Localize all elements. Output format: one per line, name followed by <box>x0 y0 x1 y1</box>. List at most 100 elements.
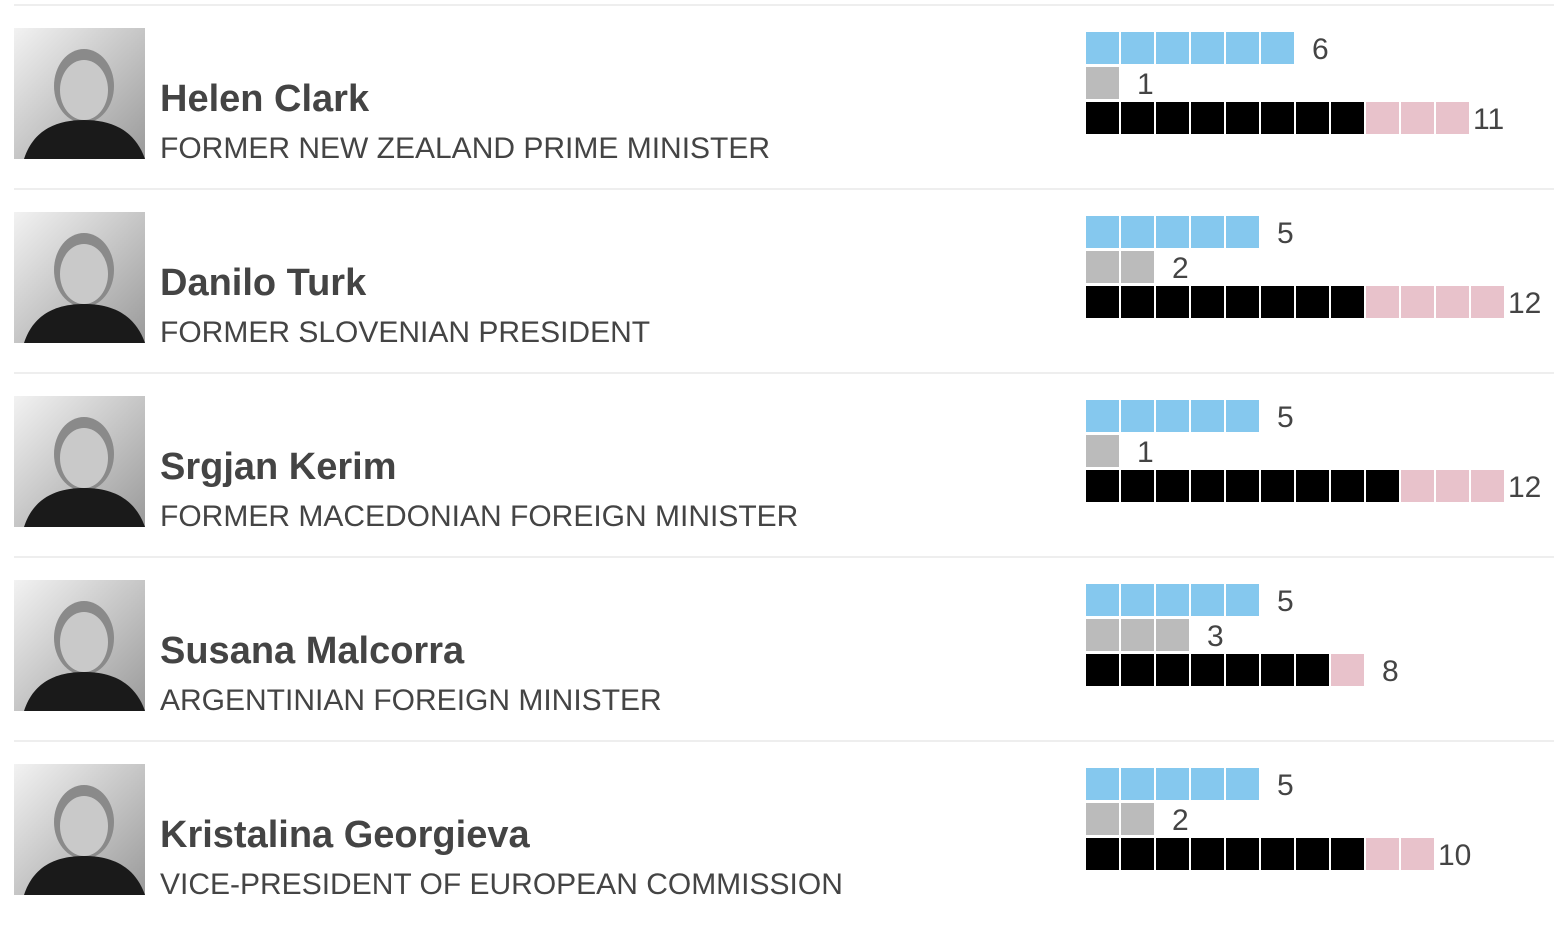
no-opinion-square <box>1086 435 1119 467</box>
candidate-row: Kristalina Georgieva VICE-PRESIDENT OF EU… <box>0 742 1554 926</box>
candidate-row: Susana Malcorra ARGENTINIAN FOREIGN MINIS… <box>0 558 1554 742</box>
discourage-square <box>1121 838 1154 870</box>
row-divider <box>14 4 1554 6</box>
candidate-title: FORMER MACEDONIAN FOREIGN MINISTER <box>160 500 799 533</box>
encourage-square <box>1121 216 1154 248</box>
candidate-title: FORMER SLOVENIAN PRESIDENT <box>160 316 651 349</box>
discourage-square <box>1191 838 1224 870</box>
discourage-square <box>1191 470 1224 502</box>
no-opinion-square <box>1086 619 1119 651</box>
no-opinion-square <box>1121 251 1154 283</box>
candidate-title: FORMER NEW ZEALAND PRIME MINISTER <box>160 132 771 165</box>
discourage-square <box>1156 654 1189 686</box>
no-opinion-square <box>1086 803 1119 835</box>
discourage-extra-square <box>1331 654 1364 686</box>
discourage-square <box>1086 286 1119 318</box>
portrait-photo-icon <box>14 28 145 159</box>
vote-count-label: 5 <box>1277 217 1294 250</box>
no-opinion-square <box>1121 619 1154 651</box>
discourage-extra-square <box>1436 286 1469 318</box>
vote-count-label: 5 <box>1277 769 1294 802</box>
vote-count-label: 2 <box>1172 804 1189 837</box>
encourage-square <box>1191 400 1224 432</box>
discourage-square <box>1261 470 1294 502</box>
row-divider <box>14 188 1554 190</box>
encourage-square <box>1156 400 1189 432</box>
encourage-square <box>1191 32 1224 64</box>
discourage-square <box>1296 286 1329 318</box>
portrait-photo-icon <box>14 764 145 895</box>
candidate-row: Danilo Turk FORMER SLOVENIAN PRESIDENT 5 2 1… <box>0 190 1554 374</box>
encourage-square <box>1156 216 1189 248</box>
vote-count-label: 12 <box>1508 287 1542 320</box>
discourage-square <box>1331 838 1364 870</box>
vote-count-label: 8 <box>1382 655 1399 688</box>
candidate-name: Susana Malcorra <box>160 630 465 672</box>
discourage-extra-square <box>1471 286 1504 318</box>
encourage-square <box>1121 32 1154 64</box>
discourage-square <box>1296 838 1329 870</box>
discourage-square <box>1331 286 1364 318</box>
row-divider <box>14 372 1554 374</box>
candidate-title: ARGENTINIAN FOREIGN MINISTER <box>160 684 662 717</box>
discourage-square <box>1366 470 1399 502</box>
encourage-square <box>1086 216 1119 248</box>
vote-count-label: 6 <box>1312 33 1329 66</box>
encourage-square <box>1086 32 1119 64</box>
vote-count-label: 1 <box>1137 436 1154 469</box>
row-divider <box>14 740 1554 742</box>
portrait-photo-icon <box>14 396 145 527</box>
encourage-square <box>1226 216 1259 248</box>
discourage-square <box>1121 102 1154 134</box>
discourage-square <box>1226 654 1259 686</box>
discourage-extra-square <box>1401 470 1434 502</box>
discourage-square <box>1226 838 1259 870</box>
vote-count-label: 10 <box>1438 839 1472 872</box>
discourage-extra-square <box>1471 470 1504 502</box>
encourage-square <box>1156 768 1189 800</box>
encourage-square <box>1156 584 1189 616</box>
discourage-square <box>1156 470 1189 502</box>
discourage-square <box>1121 470 1154 502</box>
discourage-square <box>1331 470 1364 502</box>
discourage-extra-square <box>1436 470 1469 502</box>
discourage-square <box>1121 654 1154 686</box>
discourage-extra-square <box>1401 286 1434 318</box>
candidate-row: Helen Clark FORMER NEW ZEALAND PRIME MINI… <box>0 6 1554 190</box>
encourage-square <box>1121 584 1154 616</box>
encourage-square <box>1191 216 1224 248</box>
vote-count-label: 12 <box>1508 471 1542 504</box>
discourage-extra-square <box>1366 838 1399 870</box>
discourage-extra-square <box>1401 102 1434 134</box>
row-divider <box>14 556 1554 558</box>
discourage-square <box>1226 102 1259 134</box>
vote-count-label: 3 <box>1207 620 1224 653</box>
discourage-square <box>1331 102 1364 134</box>
candidate-name: Helen Clark <box>160 78 370 120</box>
vote-bars: 6 1 11 <box>1086 28 1546 138</box>
encourage-square <box>1086 400 1119 432</box>
discourage-square <box>1191 102 1224 134</box>
discourage-square <box>1156 838 1189 870</box>
encourage-square <box>1191 584 1224 616</box>
no-opinion-square <box>1086 67 1119 99</box>
discourage-square <box>1086 838 1119 870</box>
discourage-square <box>1191 286 1224 318</box>
discourage-square <box>1086 102 1119 134</box>
discourage-square <box>1086 470 1119 502</box>
encourage-square <box>1121 768 1154 800</box>
encourage-square <box>1226 584 1259 616</box>
vote-count-label: 5 <box>1277 401 1294 434</box>
encourage-square <box>1086 584 1119 616</box>
discourage-square <box>1226 470 1259 502</box>
encourage-square <box>1226 768 1259 800</box>
discourage-square <box>1261 654 1294 686</box>
discourage-extra-square <box>1366 286 1399 318</box>
discourage-square <box>1086 654 1119 686</box>
portrait-photo-icon <box>14 580 145 711</box>
discourage-square <box>1296 654 1329 686</box>
portrait-photo-icon <box>14 212 145 343</box>
discourage-square <box>1191 654 1224 686</box>
discourage-extra-square <box>1401 838 1434 870</box>
vote-count-label: 11 <box>1473 103 1505 136</box>
